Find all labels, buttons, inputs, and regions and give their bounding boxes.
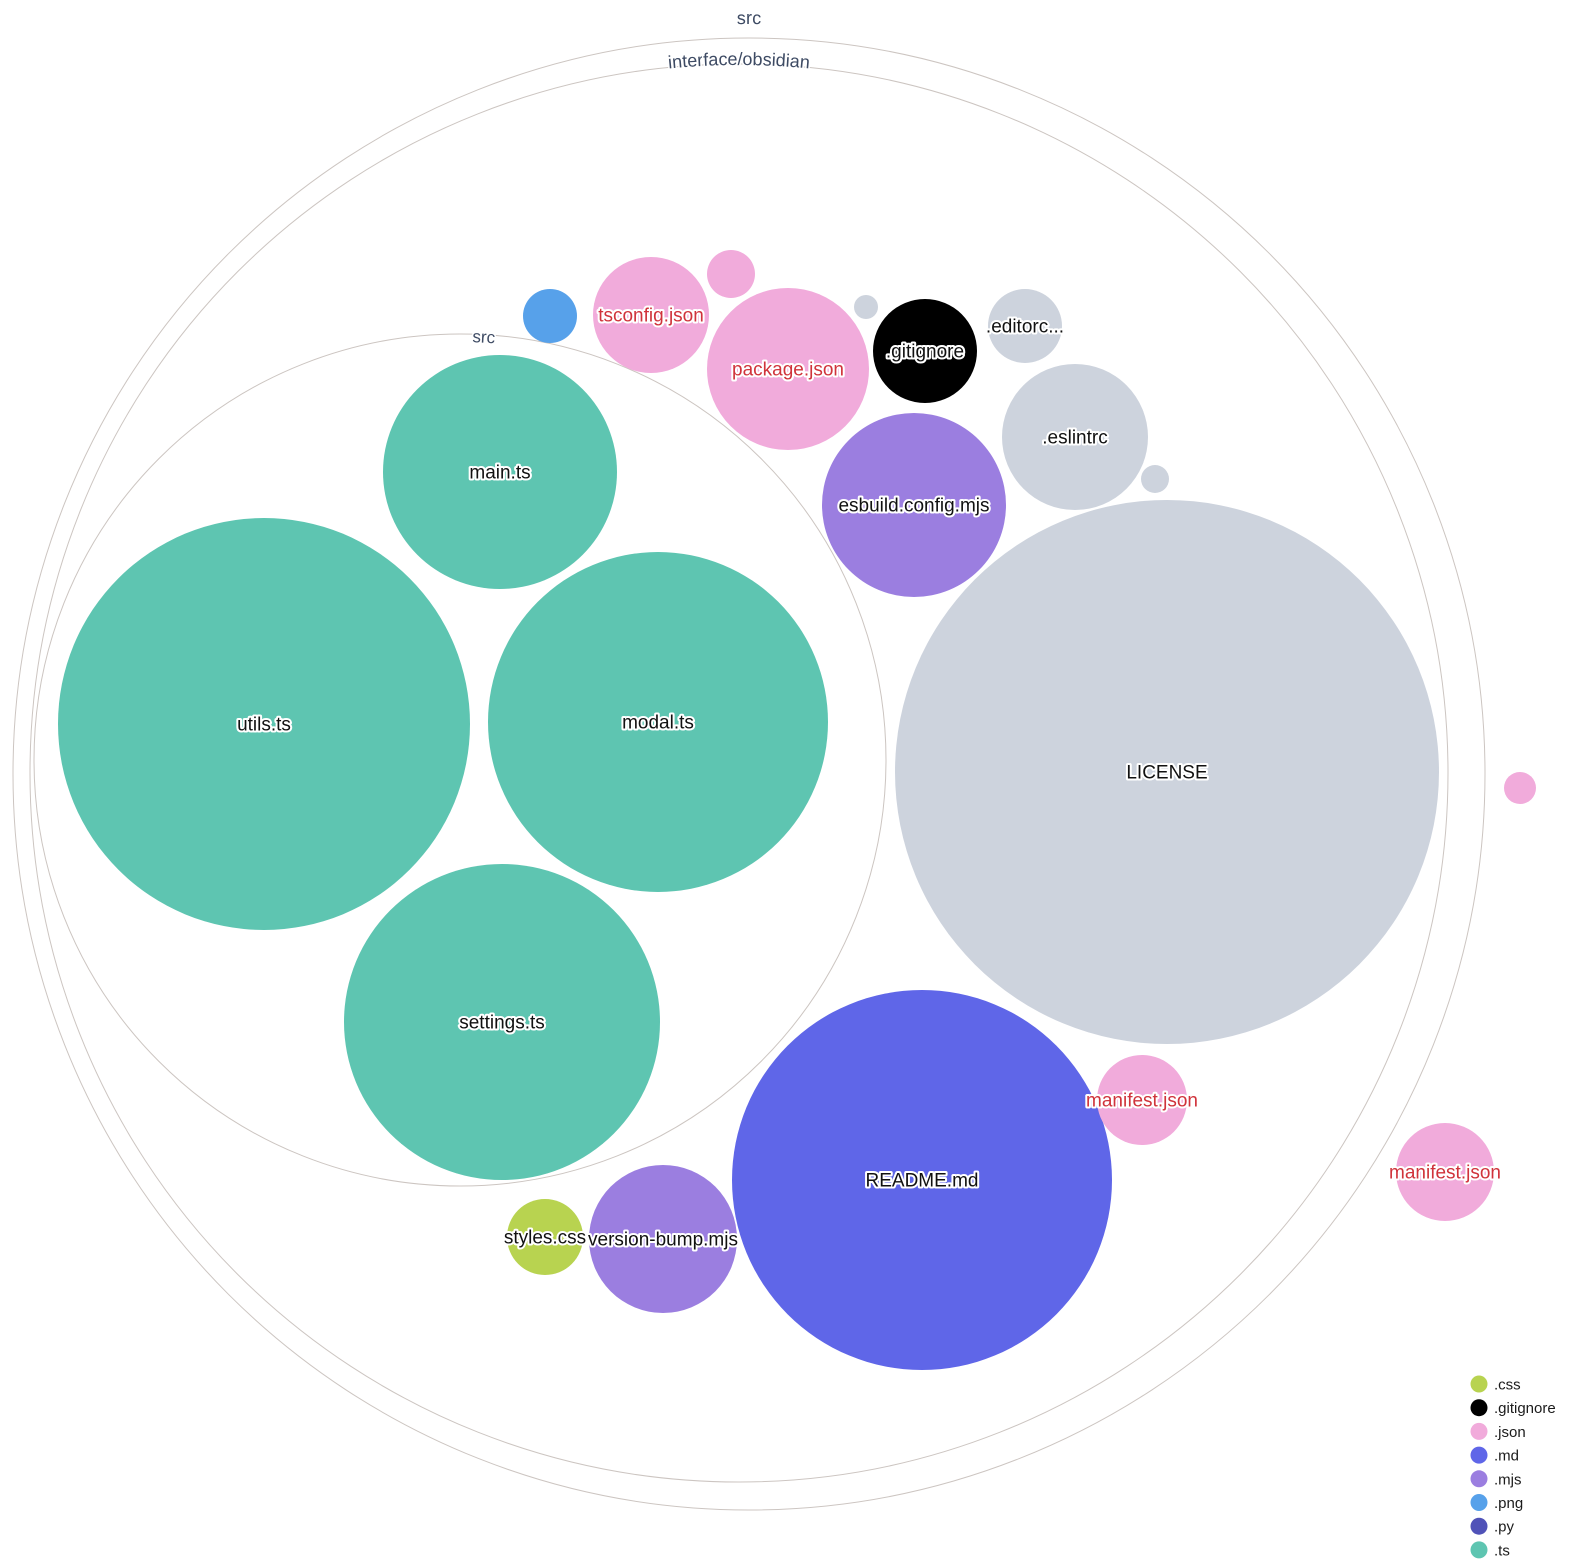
legend-dot-css [1470, 1375, 1488, 1393]
legend-dot-py [1470, 1517, 1488, 1535]
legend-item-ts: .ts [1494, 1542, 1510, 1559]
file-label-utils-ts: utils.ts [237, 715, 291, 736]
file-circle-package-json[interactable] [707, 288, 869, 450]
legend: .css .gitignore .json .md .mjs .png .py .ts [1470, 1375, 1556, 1559]
legend-dot-gitignore [1470, 1399, 1488, 1417]
legend-item-css: .css [1494, 1377, 1521, 1394]
file-circle-other[interactable] [854, 295, 878, 319]
legend-item-mjs: .mjs [1494, 1471, 1522, 1488]
folder-circle-src-0 [12, 37, 1486, 1511]
file-label-modal-ts: modal.ts [622, 713, 694, 734]
legend-dot-ts [1470, 1541, 1488, 1559]
legend-item-png: .png [1494, 1495, 1523, 1512]
file-circle-utils-ts[interactable] [58, 518, 470, 930]
folder-circle-src-2 [33, 333, 887, 1187]
legend-item-py: .py [1494, 1519, 1515, 1536]
file-label-license: LICENSE [1126, 763, 1207, 784]
file-label-package-json: package.json [732, 360, 844, 381]
file-circle-eslintrc[interactable] [1002, 364, 1148, 510]
file-circle-json[interactable] [1504, 772, 1536, 804]
legend-item-gitignore: .gitignore [1494, 1400, 1556, 1417]
file-circle-esbuild-config-mjs[interactable] [822, 413, 1006, 597]
legend-item-md: .md [1494, 1448, 1519, 1465]
file-circle-other[interactable] [1141, 465, 1169, 493]
file-circle-png[interactable] [523, 289, 577, 343]
file-circle-styles-css[interactable] [507, 1199, 583, 1275]
folder-circle-interface-obsidian-1 [29, 63, 1449, 1483]
folder-circles [12, 37, 1486, 1511]
folder-label-src-0: src [737, 8, 762, 28]
file-label-settings-ts: settings.ts [459, 1013, 545, 1034]
file-label-readme-md: README.md [866, 1171, 979, 1192]
folder-label-interface-obsidian-1: interface/obsidian [667, 49, 811, 72]
file-label-main-ts: main.ts [469, 463, 530, 484]
legend-dot-json [1470, 1422, 1488, 1440]
legend-dot-png [1470, 1494, 1488, 1511]
file-label-manifest-json: manifest.json [1086, 1091, 1198, 1112]
file-label-gitignore: .gitignore [886, 342, 964, 363]
file-label-tsconfig-json: tsconfig.json [598, 306, 704, 327]
file-circle-settings-ts[interactable] [344, 864, 660, 1180]
file-label-eslintrc: .eslintrc [1042, 428, 1107, 449]
file-labels: tsconfig.json package.json .gitignore .edit… [235, 304, 1503, 1253]
file-circle-version-bump-mjs[interactable] [589, 1165, 737, 1313]
legend-item-json: .json [1494, 1424, 1526, 1441]
file-circle-manifest-json[interactable] [1097, 1055, 1187, 1145]
folder-label-src-2: src [472, 327, 496, 347]
legend-dot-md [1470, 1446, 1488, 1464]
file-circle-modal-ts[interactable] [488, 552, 828, 892]
file-circles [58, 250, 1536, 1370]
file-label-styles-css: styles.css [504, 1228, 586, 1249]
file-circle-license[interactable] [895, 500, 1439, 1044]
file-circle-gitignore[interactable] [873, 299, 977, 403]
file-label-manifest-json: manifest.json [1389, 1163, 1501, 1184]
file-circle-manifest-json[interactable] [1396, 1123, 1494, 1221]
legend-dot-mjs [1470, 1470, 1488, 1488]
file-circle-tsconfig-json[interactable] [593, 257, 709, 373]
file-circle-json[interactable] [707, 250, 755, 298]
file-circle-readme-md[interactable] [732, 990, 1112, 1370]
file-label-esbuild-config-mjs: esbuild.config.mjs [838, 496, 989, 517]
file-label-version-bump-mjs: version-bump.mjs [588, 1230, 738, 1251]
file-circle-main-ts[interactable] [383, 355, 617, 589]
file-circle-editorc[interactable] [988, 289, 1062, 363]
file-label-editorc: .editorc... [986, 317, 1064, 338]
